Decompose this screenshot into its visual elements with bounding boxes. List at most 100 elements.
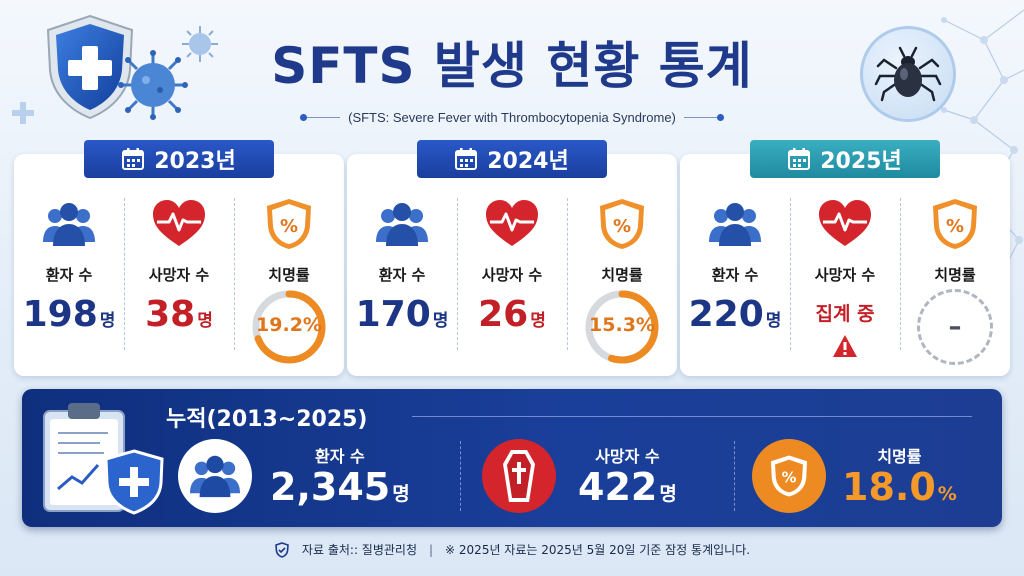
deaths-value: 422 명 — [578, 465, 677, 510]
cumulative-rate: % 치명률 18.0% — [752, 435, 957, 517]
coffin-cross-icon — [482, 439, 556, 513]
footnote-text: ※ 2025년 자료는 2025년 5월 20일 기준 잠정 통계입니다. — [445, 543, 751, 557]
stat-label: 환자 수 — [378, 266, 426, 284]
people-group-icon — [376, 203, 428, 246]
calendar-icon — [455, 148, 478, 170]
year-tab: 2025년 — [750, 140, 940, 178]
cumulative-patients-text: 환자 수 2,345 명 — [270, 443, 410, 509]
fatality-rate-stat: % 치명률 – — [900, 184, 1010, 368]
number: 38 — [145, 294, 196, 335]
calendar-icon — [788, 148, 811, 170]
clipboard-chart-icon — [43, 403, 164, 515]
stat-label: 환자 수 — [314, 447, 365, 467]
number: 2,345 — [270, 465, 391, 510]
year-label: 2025년 — [820, 149, 902, 174]
patients-value: 220 명 — [689, 297, 782, 333]
subtitle-row: (SFTS: Severe Fever with Thrombocytopeni… — [300, 107, 725, 127]
percent-shield-icon: % — [600, 199, 644, 249]
fatality-rate-stat: % 치명률 19.2% — [234, 184, 344, 368]
virus-icon — [182, 26, 218, 62]
cumulative-panel: 누적(2013~2025) 환자 수 2,345 명 사망자 수 422 명 % 치… — [22, 389, 1002, 527]
patients-value: 198 명 — [23, 297, 116, 333]
divider — [460, 441, 461, 511]
deaths-value: 38 명 — [145, 297, 213, 333]
cumulative-deaths-text: 사망자 수 422 명 — [578, 443, 677, 509]
rate-value: 15.3% — [589, 314, 655, 336]
deaths-stat: 사망자 수 38 명 — [124, 184, 234, 368]
svg-text:%: % — [946, 216, 964, 237]
unit: % — [937, 483, 957, 506]
patients-stat: 환자 수 198 명 — [14, 184, 124, 368]
unit: 명 — [659, 483, 677, 506]
people-group-icon — [709, 203, 761, 246]
year-card-2024: 2024년 환자 수 170 명 사망자 수 26 명 % 치명률 15.3% — [347, 140, 677, 376]
virus-icon — [118, 50, 188, 120]
page-subtitle: (SFTS: Severe Fever with Thrombocytopeni… — [348, 109, 676, 125]
title-divider — [412, 416, 972, 417]
stat-label: 사망자 수 — [814, 266, 876, 284]
percent-shield-icon: % — [933, 199, 977, 249]
svg-text:%: % — [613, 216, 631, 237]
patients-value: 2,345 명 — [270, 465, 410, 510]
deaths-pending: 집계 중 — [815, 303, 875, 325]
subtitle-divider — [300, 113, 341, 121]
number: 26 — [478, 294, 529, 335]
year-label: 2024년 — [487, 149, 569, 174]
svg-text:%: % — [280, 216, 298, 237]
deaths-stat: 사망자 수 26 명 — [457, 184, 567, 368]
stat-label: 환자 수 — [45, 266, 93, 284]
stat-label: 치명률 — [934, 266, 976, 284]
footer: 자료 출처:: 질병관리청 | ※ 2025년 자료는 2025년 5월 20일… — [0, 541, 1024, 558]
unit: 명 — [530, 311, 546, 331]
fatality-rate-stat: % 치명률 15.3% — [567, 184, 677, 368]
medical-shield-icon — [46, 14, 134, 120]
number: 198 — [22, 294, 98, 335]
stat-label: 사망자 수 — [148, 266, 210, 284]
divider — [734, 441, 735, 511]
percent-shield-icon: % — [752, 439, 826, 513]
shield-check-icon — [275, 541, 289, 558]
people-group-icon — [43, 203, 95, 246]
number: 18.0 — [842, 465, 936, 510]
stat-label: 치명률 — [877, 447, 922, 467]
cumulative-deaths: 사망자 수 422 명 — [482, 435, 677, 517]
year-tab: 2023년 — [84, 140, 274, 178]
rate-value: 18.0% — [842, 465, 957, 510]
unit: 명 — [197, 311, 213, 331]
rate-arc — [252, 290, 326, 364]
stat-label: 사망자 수 — [481, 266, 543, 284]
cumulative-rate-text: 치명률 18.0% — [842, 443, 957, 509]
cumulative-title: 누적(2013~2025) — [166, 407, 368, 432]
unit: 명 — [765, 311, 782, 331]
percent-shield-icon: % — [267, 199, 311, 249]
heart-pulse-icon — [153, 200, 205, 246]
patients-value: 170 명 — [356, 297, 449, 333]
year-card-2023: 2023년 환자 수 198 명 사망자 수 38 명 % 치명률 19.2% — [14, 140, 344, 376]
source-text: 자료 출처:: 질병관리청 — [301, 543, 417, 557]
patients-stat: 환자 수 170 명 — [347, 184, 457, 368]
people-group-icon — [178, 439, 252, 513]
stat-label: 사망자 수 — [595, 447, 660, 467]
year-card-2025: 2025년 환자 수 220 명 사망자 수 집계 중 % 치명률 – — [680, 140, 1010, 376]
stat-label: 치명률 — [601, 266, 643, 284]
tick-insect-icon — [874, 46, 942, 102]
unit: 명 — [99, 311, 116, 331]
footer-separator: | — [429, 542, 434, 557]
rate-arc — [585, 290, 659, 364]
subtitle-divider — [683, 113, 725, 121]
patients-stat: 환자 수 220 명 — [680, 184, 790, 368]
svg-text:%: % — [782, 470, 797, 487]
cross-icon — [12, 102, 34, 124]
page-title: SFTS 발생 현황 통계 — [271, 37, 753, 95]
heart-pulse-icon — [819, 200, 871, 246]
rate-ring: 15.3% — [584, 289, 660, 365]
unit: 명 — [432, 311, 449, 331]
number: 422 — [578, 465, 658, 510]
rate-value: 19.2% — [256, 314, 322, 336]
stat-label: 환자 수 — [711, 266, 759, 284]
deaths-stat: 사망자 수 집계 중 — [790, 184, 900, 368]
unit: 명 — [392, 483, 410, 506]
number: 220 — [688, 294, 764, 335]
number: 170 — [355, 294, 431, 335]
deaths-value: 26 명 — [478, 297, 546, 333]
